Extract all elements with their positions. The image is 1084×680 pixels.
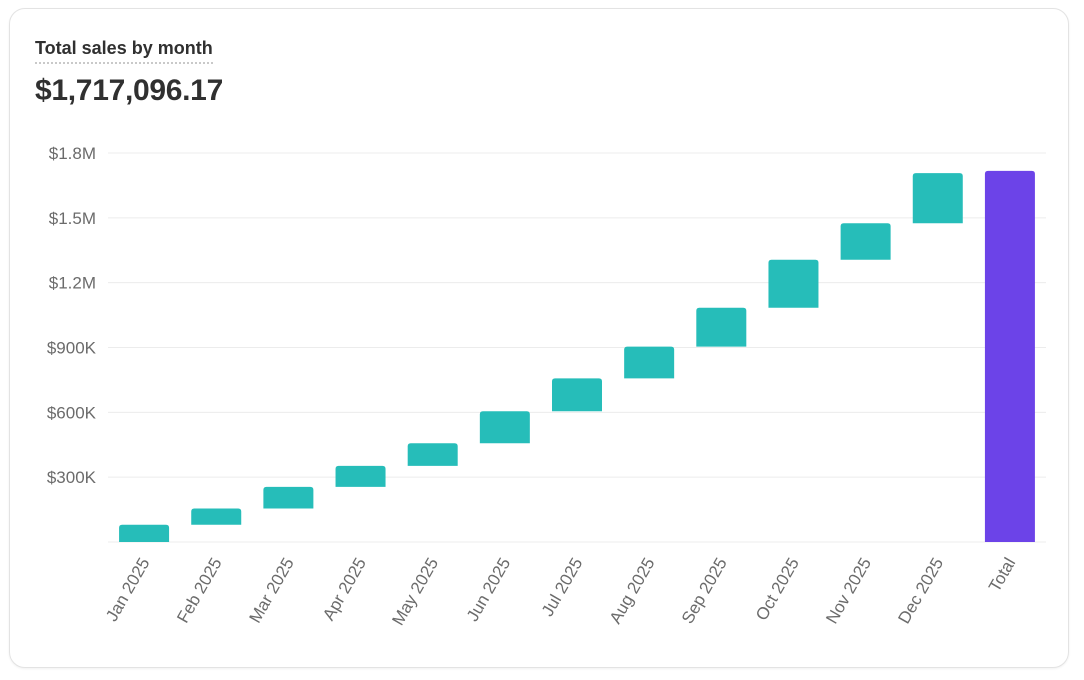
x-tick-label: Sep 2025 xyxy=(678,555,731,628)
bar-dec-2025[interactable] xyxy=(912,173,963,224)
bars xyxy=(119,170,1035,542)
bar-may-2025[interactable] xyxy=(407,443,458,466)
x-tick-label: Mar 2025 xyxy=(245,555,297,627)
y-tick-label: $1.2M xyxy=(49,274,96,293)
bar-total[interactable] xyxy=(984,170,1035,542)
bar-oct-2025[interactable] xyxy=(768,259,819,308)
y-tick-label: $300K xyxy=(47,468,97,487)
bar-apr-2025[interactable] xyxy=(335,465,386,487)
x-tick-label: Dec 2025 xyxy=(894,555,947,628)
x-tick-label: Feb 2025 xyxy=(173,555,225,627)
y-tick-label: $1.5M xyxy=(49,209,96,228)
x-tick-label: Nov 2025 xyxy=(822,555,875,628)
bar-sep-2025[interactable] xyxy=(696,307,747,347)
sales-card: Total sales by month $1,717,096.17 xyxy=(9,8,1069,668)
x-tick-label: Jan 2025 xyxy=(102,555,153,625)
x-tick-label: Jul 2025 xyxy=(538,555,587,620)
bar-mar-2025[interactable] xyxy=(263,486,314,509)
bar-nov-2025[interactable] xyxy=(840,223,891,260)
card-title[interactable]: Total sales by month xyxy=(35,37,213,64)
bar-feb-2025[interactable] xyxy=(191,508,242,525)
y-axis-tick-labels: $300K $600K $900K $1.2M $1.5M $1.8M xyxy=(47,144,97,487)
x-tick-label: Aug 2025 xyxy=(606,555,659,628)
x-tick-label: Oct 2025 xyxy=(752,555,803,624)
gridlines xyxy=(108,152,1046,543)
y-tick-label: $900K xyxy=(47,339,97,358)
bar-jan-2025[interactable] xyxy=(119,524,170,542)
bar-jun-2025[interactable] xyxy=(479,411,530,444)
x-axis-tick-labels: Jan 2025 Feb 2025 Mar 2025 Apr 2025 May 2025… xyxy=(102,555,1019,629)
x-tick-label: Apr 2025 xyxy=(319,555,370,624)
x-tick-label: Total xyxy=(985,555,1019,596)
total-sales-value: $1,717,096.17 xyxy=(35,74,223,107)
x-tick-label: May 2025 xyxy=(388,555,442,629)
bar-jul-2025[interactable] xyxy=(552,378,602,412)
x-tick-label: Jun 2025 xyxy=(463,555,514,625)
bar-aug-2025[interactable] xyxy=(624,346,675,379)
y-tick-label: $600K xyxy=(47,403,97,422)
y-tick-label: $1.8M xyxy=(49,144,96,163)
